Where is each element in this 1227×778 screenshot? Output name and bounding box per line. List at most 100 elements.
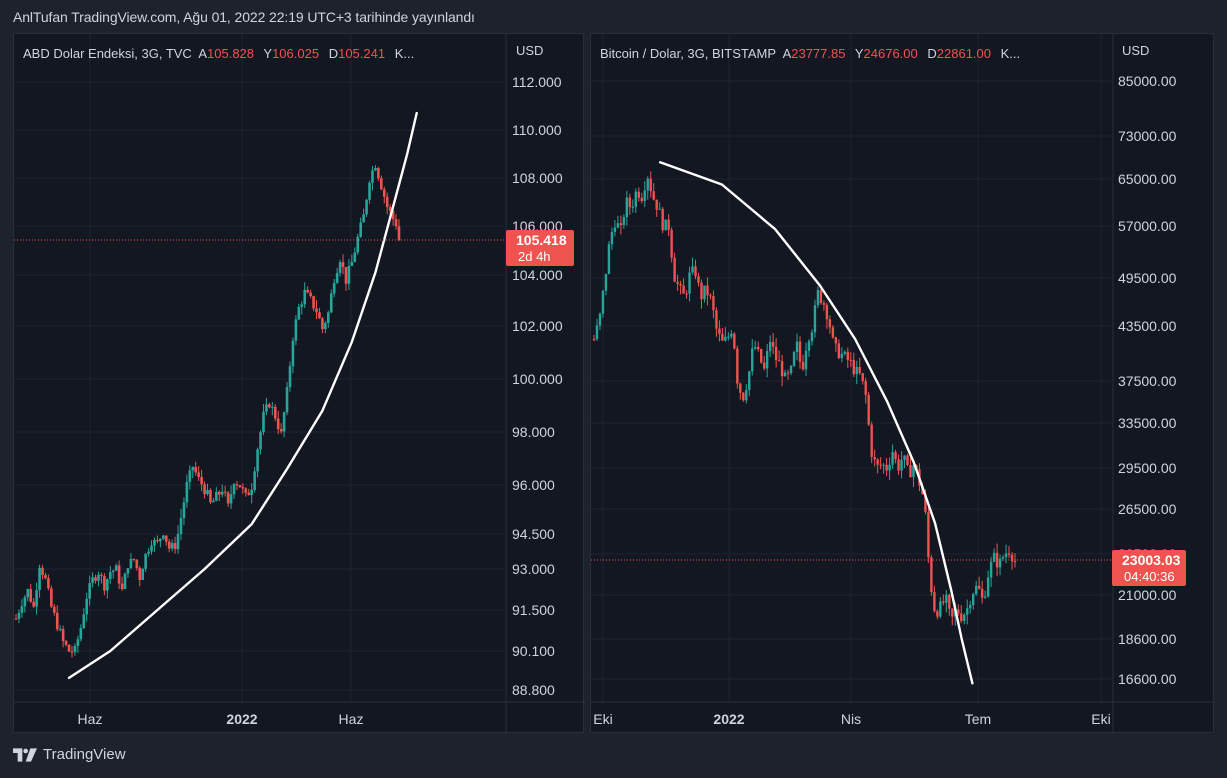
- btc-candle-body: [977, 585, 981, 589]
- dxy-candle-body: [397, 226, 401, 241]
- dxy-candle-body: [344, 266, 348, 284]
- dxy-candle-body: [338, 262, 342, 273]
- dxy-candle-body: [29, 589, 33, 602]
- tradingview-brand[interactable]: TradingView: [13, 746, 126, 763]
- btc-candle-body: [882, 464, 885, 466]
- btc-candle-body: [601, 290, 605, 314]
- dxy-candle-body: [120, 583, 124, 590]
- dxy-candle-body: [332, 283, 336, 294]
- dxy-candle-body: [279, 429, 283, 432]
- btc-candle-body: [774, 346, 778, 361]
- dxy-candle-body: [191, 466, 195, 471]
- btc-candle-body: [995, 552, 999, 568]
- dxy-candle-body: [391, 210, 395, 220]
- btc-candle-body: [942, 601, 945, 603]
- dxy-candle-body: [173, 543, 177, 550]
- dxy-candle-body: [156, 539, 159, 542]
- dxy-candle-body: [268, 404, 271, 408]
- btc-y-tick-label: 65000.00: [1118, 171, 1177, 187]
- btc-candle-body: [682, 285, 685, 294]
- btc-candle-body: [760, 349, 763, 363]
- btc-candle-body: [780, 361, 784, 377]
- dxy-candle-body: [382, 189, 386, 197]
- btc-low-label: D: [927, 46, 937, 61]
- dxy-candle-body: [212, 500, 215, 503]
- btc-candle-body: [739, 383, 742, 393]
- btc-candle-body: [870, 424, 873, 457]
- btc-candle-body: [604, 273, 608, 291]
- dxy-candle-body: [206, 489, 209, 495]
- dxy-candle-body: [61, 629, 65, 642]
- dxy-y-tick-label: 96.000: [512, 477, 555, 493]
- btc-candle-body: [831, 327, 835, 338]
- dxy-candle-body: [394, 219, 398, 227]
- dxy-candle-body: [162, 535, 165, 539]
- dxy-candle-body: [309, 292, 312, 297]
- btc-candle-body: [879, 464, 882, 466]
- dxy-y-tick-label: 94.500: [512, 526, 555, 542]
- btc-legend: Bitcoin / Dolar, 3G, BITSTAMP A23777.85 …: [600, 46, 1020, 61]
- btc-candle-body: [634, 191, 638, 207]
- btc-candle-body: [912, 465, 915, 478]
- btc-candle-body: [664, 219, 667, 231]
- btc-candle-body: [592, 339, 596, 341]
- btc-chart-panel[interactable]: USD 85000.00 73000.00 65000.00 57000.00 49500…: [590, 33, 1215, 734]
- dxy-candle-body: [294, 319, 298, 341]
- dxy-last-price-tag: [506, 230, 574, 266]
- btc-candle-body: [786, 372, 790, 374]
- btc-candle-body: [888, 464, 891, 471]
- dxy-candle-body: [241, 487, 245, 489]
- dxy-candle-body: [353, 252, 357, 262]
- btc-candle-body: [980, 588, 984, 598]
- dxy-candle-body: [123, 573, 127, 590]
- btc-x-tick-label: Eki: [1091, 711, 1110, 727]
- dxy-candle-body: [164, 535, 168, 542]
- dxy-candle-body: [253, 471, 256, 490]
- dxy-candle-body: [259, 432, 262, 450]
- btc-candle-body: [846, 351, 849, 360]
- btc-candle-body: [765, 351, 769, 369]
- dxy-candle-body: [362, 214, 365, 223]
- dxy-candle-body: [103, 575, 106, 591]
- dxy-candle-body: [244, 488, 248, 493]
- btc-candle-body: [930, 557, 933, 593]
- btc-candle-body: [703, 285, 706, 300]
- btc-candle-body: [801, 361, 805, 370]
- btc-candle-body: [963, 614, 966, 621]
- btc-candle-body: [724, 336, 727, 341]
- btc-candle-body: [810, 332, 814, 342]
- dxy-open-label: A: [198, 46, 208, 61]
- dxy-candle-body: [35, 590, 38, 607]
- dxy-low-value: 105.241: [338, 46, 386, 61]
- dxy-high-value: 106.025: [272, 46, 320, 61]
- btc-candle-body: [631, 206, 635, 208]
- btc-candle-body: [754, 346, 757, 349]
- dxy-candle-body: [47, 578, 50, 589]
- dxy-candle-body: [150, 545, 153, 552]
- btc-candle-body: [1004, 553, 1008, 558]
- dxy-candle-body: [315, 308, 318, 313]
- dxy-candle-body: [44, 575, 47, 579]
- dxy-candle-body: [262, 411, 265, 433]
- btc-candle-body: [933, 592, 936, 612]
- btc-candle-body: [721, 333, 724, 341]
- dxy-candle-body: [185, 481, 189, 503]
- dxy-candle-body: [209, 489, 212, 503]
- btc-candle-body: [971, 594, 975, 606]
- btc-open-label: A: [782, 46, 792, 61]
- dxy-candle-body: [300, 304, 304, 307]
- dxy-candle-body: [223, 491, 227, 493]
- dxy-candle-body: [58, 629, 62, 631]
- btc-candle-body: [783, 372, 787, 377]
- btc-chart-svg[interactable]: USD 85000.00 73000.00 65000.00 57000.00 49500…: [591, 34, 1215, 734]
- dxy-candle-body: [179, 518, 183, 535]
- dxy-countdown: 2d 4h: [518, 249, 551, 264]
- dxy-chart-panel[interactable]: USD 112.000 110.000 108.000 106.000 104.000 10…: [13, 33, 585, 734]
- btc-candle-body: [616, 223, 620, 228]
- publish-info: AnlTufan TradingView.com, Ağu 01, 2022 2…: [13, 9, 475, 25]
- dxy-chart-svg[interactable]: USD112.000110.000108.000106.000104.00010…: [14, 34, 585, 734]
- dxy-candle-body: [232, 484, 236, 495]
- btc-candle-body: [730, 333, 733, 337]
- dxy-axis-unit: USD: [516, 43, 543, 58]
- dxy-candle-body: [341, 262, 345, 267]
